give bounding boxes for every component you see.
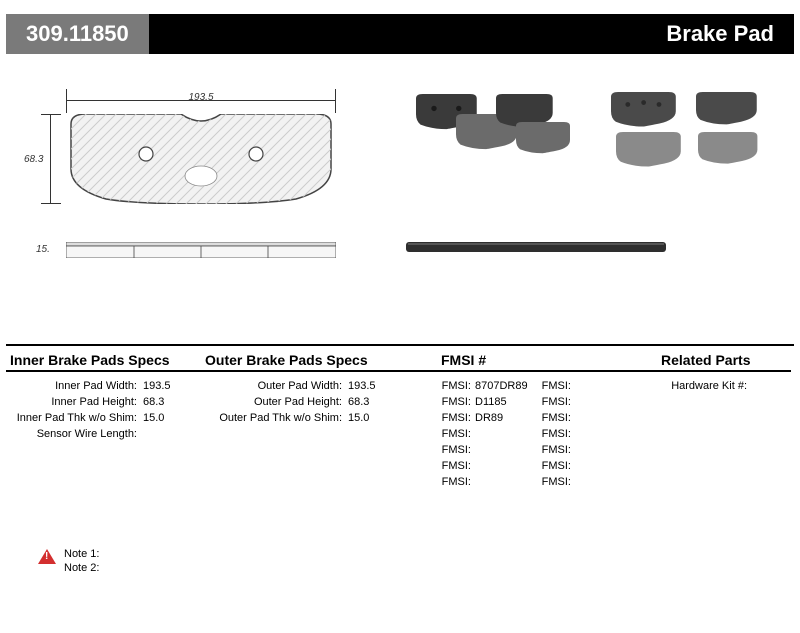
- dimension-width-label: 193.5: [66, 92, 336, 103]
- warning-icon: [38, 549, 56, 564]
- spec-value: [141, 428, 143, 440]
- spec-label: Outer Pad Thk w/o Shim:: [201, 412, 346, 424]
- specs-header-row: Inner Brake Pads Specs Outer Brake Pads …: [6, 344, 794, 372]
- product-photo-right: [606, 84, 776, 174]
- note1-label: Note 1:: [64, 548, 99, 560]
- page-title: Brake Pad: [666, 21, 774, 47]
- fmsi-label: FMSI:: [441, 444, 475, 456]
- fmsi-label: FMSI:: [441, 396, 475, 408]
- part-number: 309.11850: [6, 14, 149, 54]
- fmsi-value: 8707DR89: [475, 380, 528, 392]
- dimension-height-label: 68.3: [24, 154, 43, 165]
- spec-label: Outer Pad Height:: [201, 396, 346, 408]
- note-lines: Note 1: Note 2:: [64, 547, 99, 575]
- spec-value: 15.0: [346, 412, 369, 424]
- dimension-width-line: [66, 100, 336, 101]
- notes-section: Note 1: Note 2:: [38, 547, 99, 575]
- spec-value: 68.3: [141, 396, 164, 408]
- spec-value: 193.5: [346, 380, 376, 392]
- col-header-related: Related Parts: [641, 346, 791, 372]
- fmsi-specs: FMSI:8707DR89 FMSI:D1185 FMSI:DR89 FMSI:…: [401, 378, 641, 490]
- fmsi-label: FMSI:: [541, 476, 575, 488]
- fmsi-label: FMSI:: [541, 428, 575, 440]
- header-bar: 309.11850 Brake Pad: [6, 14, 794, 54]
- fmsi-col2: FMSI: FMSI: FMSI: FMSI: FMSI: FMSI: FMSI…: [541, 378, 641, 490]
- fmsi-label: FMSI:: [441, 428, 475, 440]
- fmsi-label: FMSI:: [541, 396, 575, 408]
- fmsi-label: FMSI:: [441, 412, 475, 424]
- pad-face-diagram: [66, 114, 336, 204]
- fmsi-label: FMSI:: [541, 444, 575, 456]
- product-photo-left: [406, 84, 576, 174]
- outer-specs: Outer Pad Width:193.5 Outer Pad Height:6…: [201, 378, 401, 490]
- note2-label: Note 2:: [64, 562, 99, 574]
- spec-label: Inner Pad Thk w/o Shim:: [6, 412, 141, 424]
- diagram-area: 193.5 68.3 15.: [6, 54, 794, 344]
- fmsi-value: DR89: [475, 412, 503, 424]
- backing-plate-photo: [406, 242, 666, 252]
- related-label: Hardware Kit #:: [661, 380, 751, 392]
- spec-value: 68.3: [346, 396, 369, 408]
- pad-side-diagram: [66, 242, 336, 258]
- spec-value: 15.0: [141, 412, 164, 424]
- inner-specs: Inner Pad Width:193.5 Inner Pad Height:6…: [6, 378, 201, 490]
- dimension-thickness-label: 15.: [36, 244, 50, 255]
- col-header-fmsi: FMSI #: [401, 346, 641, 372]
- fmsi-col1: FMSI:8707DR89 FMSI:D1185 FMSI:DR89 FMSI:…: [441, 378, 541, 490]
- fmsi-label: FMSI:: [441, 476, 475, 488]
- fmsi-label: FMSI:: [541, 412, 575, 424]
- spec-label: Outer Pad Width:: [201, 380, 346, 392]
- spec-value: 193.5: [141, 380, 171, 392]
- fmsi-value: D1185: [475, 396, 507, 408]
- specs-body: Inner Pad Width:193.5 Inner Pad Height:6…: [6, 372, 794, 490]
- col-header-outer: Outer Brake Pads Specs: [201, 346, 401, 372]
- fmsi-label: FMSI:: [541, 380, 575, 392]
- spec-label: Sensor Wire Length:: [6, 428, 141, 440]
- dimension-height-line: [50, 114, 51, 204]
- related-specs: Hardware Kit #:: [641, 378, 791, 490]
- fmsi-label: FMSI:: [441, 380, 475, 392]
- fmsi-label: FMSI:: [441, 460, 475, 472]
- col-header-inner: Inner Brake Pads Specs: [6, 346, 201, 372]
- fmsi-label: FMSI:: [541, 460, 575, 472]
- spec-label: Inner Pad Width:: [6, 380, 141, 392]
- spec-label: Inner Pad Height:: [6, 396, 141, 408]
